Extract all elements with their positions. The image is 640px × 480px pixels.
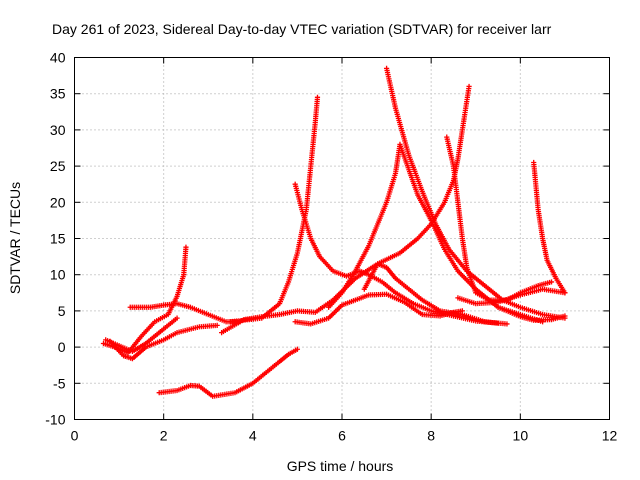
y-tick-label: 30 (50, 122, 66, 138)
series-track-15 (531, 159, 568, 296)
series-track-16 (495, 304, 568, 323)
series-track-4 (127, 301, 243, 325)
tick-layer: 0 2 4 6 8 10 12 -10 -5 0 5 10 15 20 25 30 35 40 (45, 50, 617, 444)
x-axis-label: GPS time / hours (287, 458, 394, 474)
data-point-marker (562, 313, 568, 319)
y-tick-label: 15 (50, 231, 66, 247)
y-tick-label: 20 (50, 194, 66, 210)
series-track-14 (455, 286, 568, 307)
data-point-marker (314, 94, 321, 100)
data-point-marker (466, 83, 472, 90)
y-tick-label: -5 (53, 375, 66, 391)
x-tick-label: 0 (71, 428, 79, 444)
y-tick-label: 25 (50, 158, 66, 174)
data-point-marker (183, 244, 189, 250)
x-tick-label: 6 (338, 428, 346, 444)
x-tick-label: 2 (160, 428, 168, 444)
data-point-marker (562, 290, 568, 296)
x-tick-label: 4 (249, 428, 257, 444)
x-tick-label: 10 (513, 428, 529, 444)
data-point-marker (504, 321, 510, 327)
x-tick-label: 12 (602, 428, 618, 444)
series-track-3 (107, 322, 220, 362)
series-track-7 (227, 94, 321, 325)
data-point-marker (174, 315, 180, 321)
y-tick-label: 10 (50, 267, 66, 283)
series-track-1 (100, 244, 189, 356)
y-axis-label: SDTVAR / TECUs (7, 182, 23, 294)
series-track-5 (156, 346, 301, 399)
series-layer (100, 65, 568, 399)
y-tick-label: 40 (50, 50, 66, 66)
data-point-marker (294, 346, 301, 352)
data-point-marker (214, 322, 220, 328)
data-point-marker (495, 320, 501, 326)
series-track-9 (292, 291, 465, 327)
data-point-marker (548, 279, 555, 285)
y-tick-label: 5 (58, 303, 66, 319)
series-track-13 (444, 134, 555, 303)
data-point-marker (459, 308, 465, 314)
y-tick-label: -10 (45, 412, 65, 428)
y-tick-label: 0 (58, 339, 66, 355)
chart-title: Day 261 of 2023, Sidereal Day-to-day VTE… (52, 21, 552, 37)
x-tick-label: 8 (427, 428, 435, 444)
grid-layer (74, 57, 610, 420)
y-tick-label: 35 (50, 86, 66, 102)
